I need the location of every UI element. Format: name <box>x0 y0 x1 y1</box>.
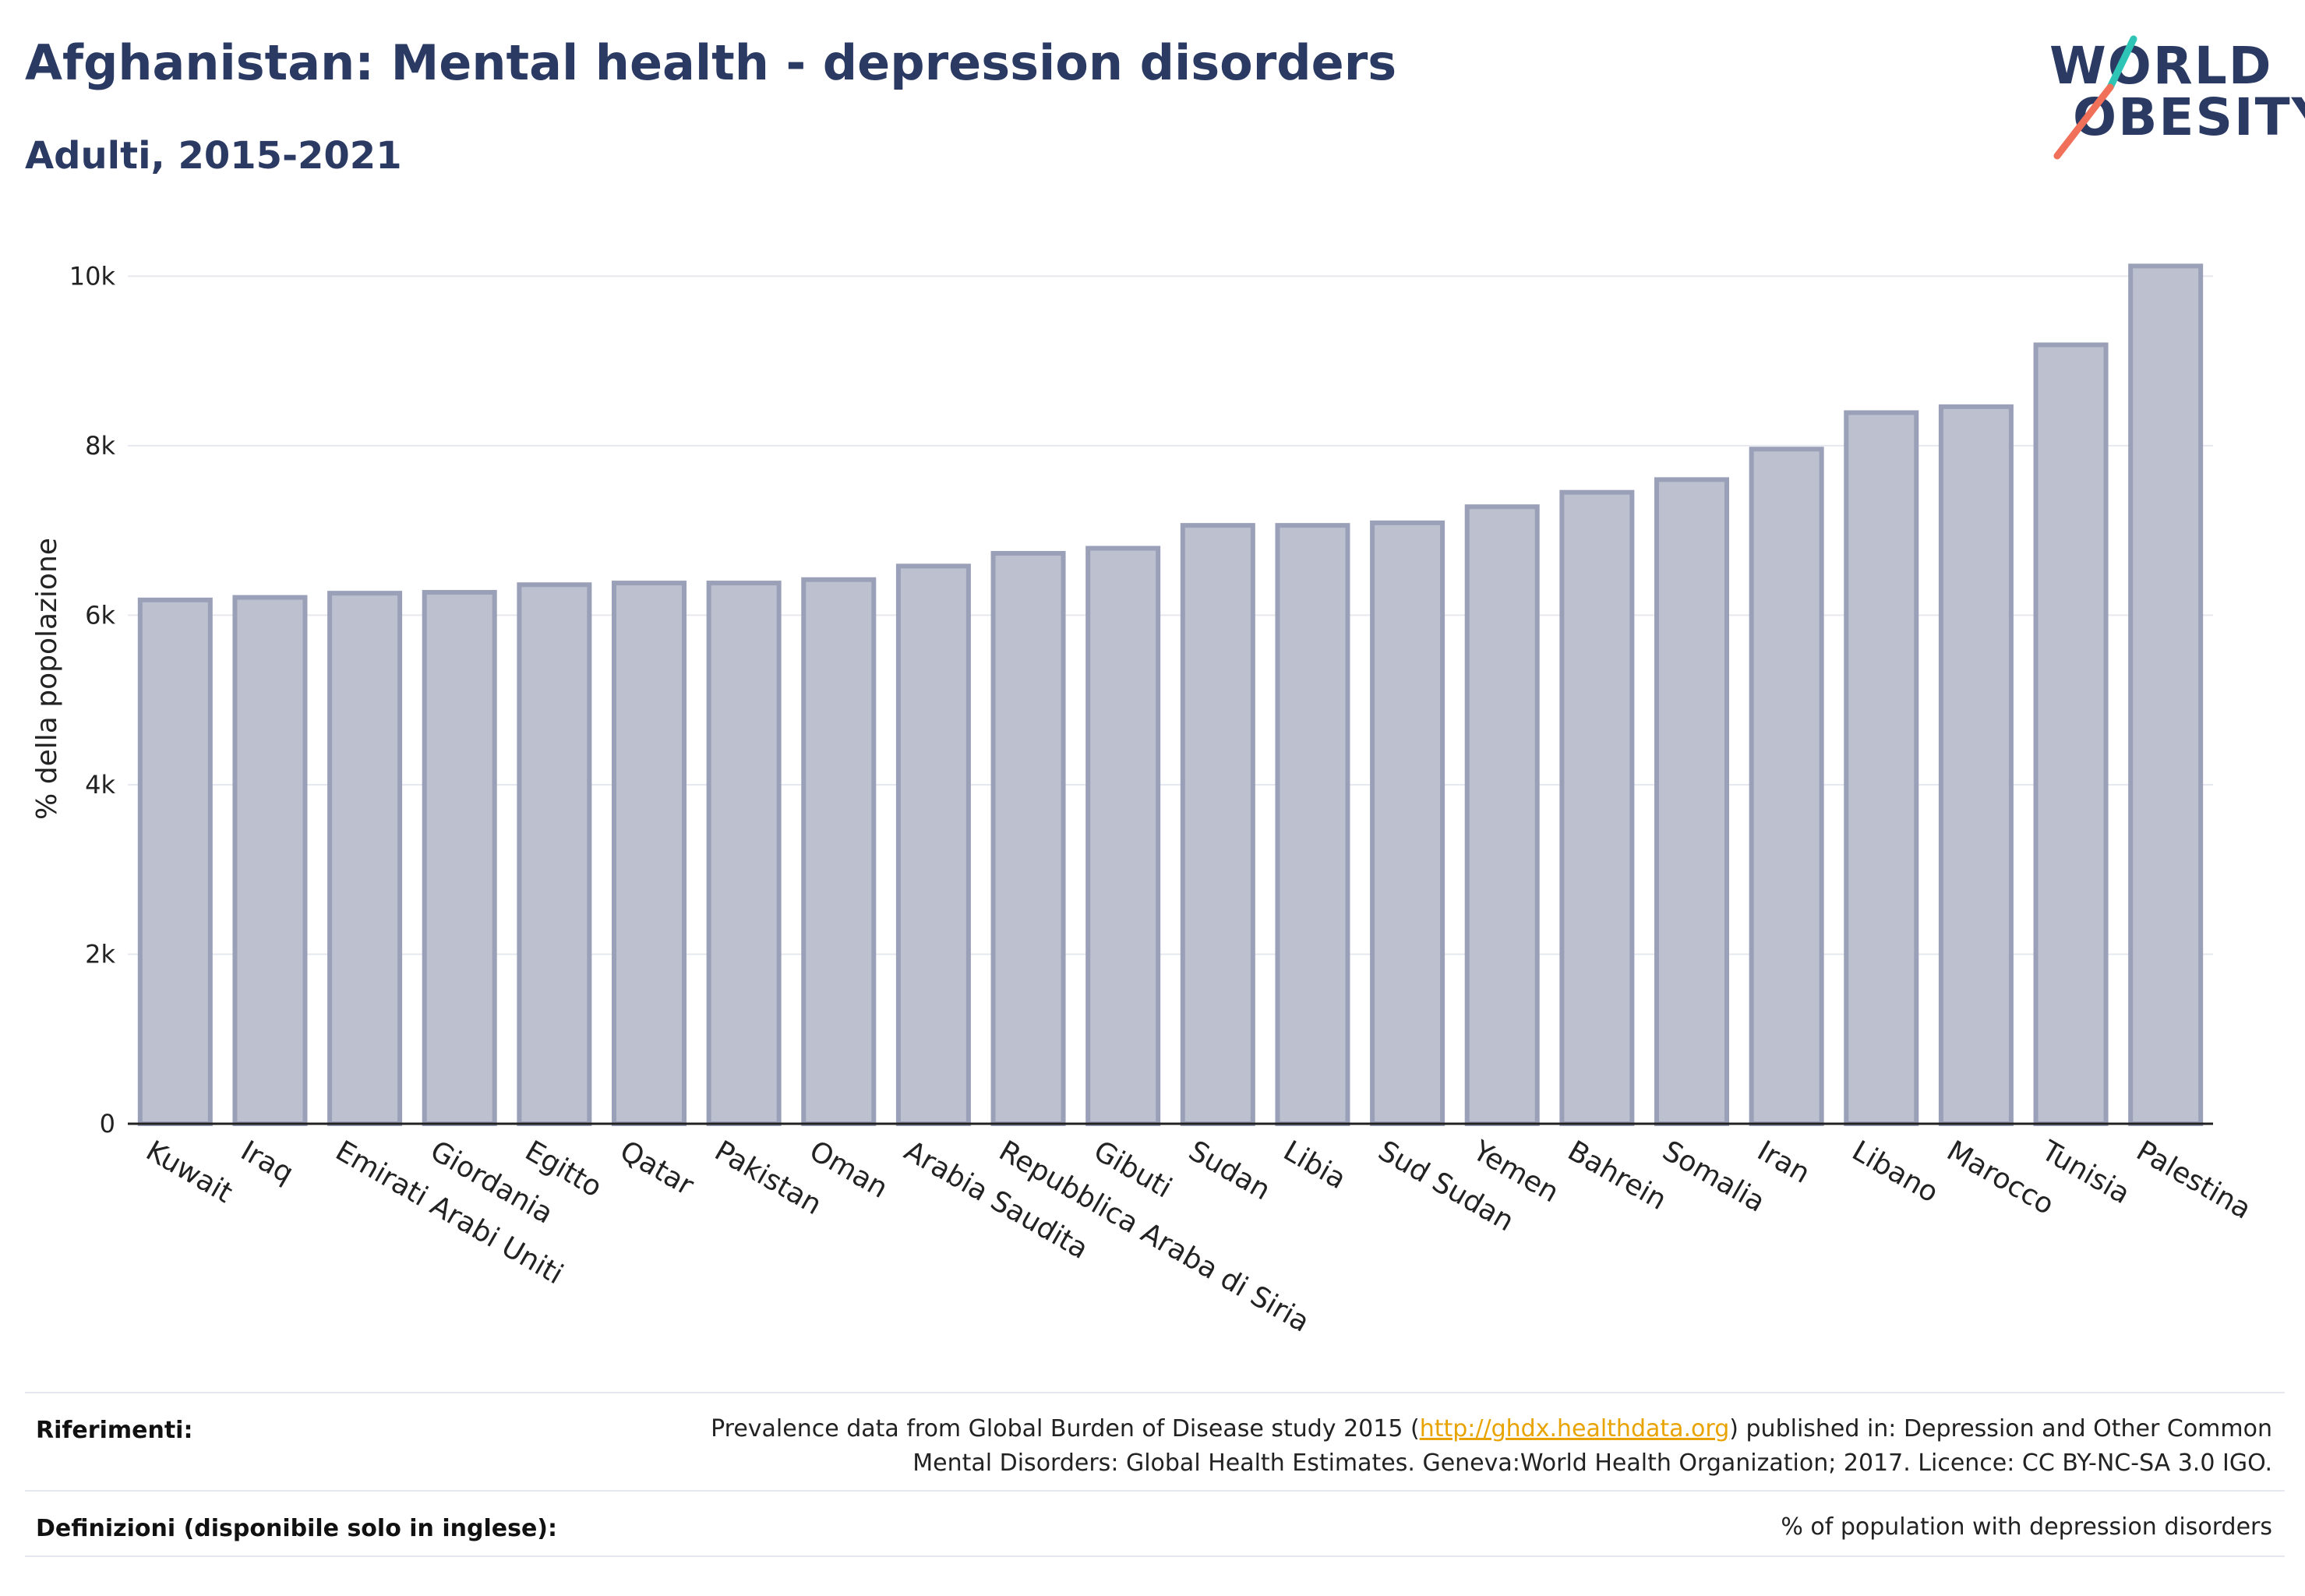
y-tick-label: 4k <box>85 770 115 800</box>
bar <box>1559 489 1635 1126</box>
chart-title: Afghanistan: Mental health - depression … <box>25 34 1397 91</box>
x-tick-label: Iran <box>1752 1135 1815 1190</box>
world-obesity-logo: WORLD OBESITY <box>2026 31 2305 171</box>
x-tick-label: Palestina <box>2131 1135 2257 1226</box>
x-tick-label: Marocco <box>1941 1135 2059 1221</box>
bar <box>1654 477 1730 1126</box>
logo-slash-icon <box>2053 35 2137 160</box>
bar <box>137 597 213 1126</box>
references-label: Riferimenti: <box>36 1417 193 1444</box>
y-tick-label: 8k <box>85 431 115 461</box>
bar <box>517 582 592 1126</box>
x-tick-label: Kuwait <box>140 1135 238 1209</box>
y-tick-label: 0 <box>100 1109 115 1139</box>
x-tick-label: Bahrein <box>1562 1135 1671 1216</box>
bar <box>706 581 782 1126</box>
bar <box>895 563 971 1126</box>
definitions-label: Definizioni (disponibile solo in inglese… <box>36 1515 557 1542</box>
footer-divider-top <box>25 1392 2285 1393</box>
bar <box>2128 263 2204 1127</box>
references-link[interactable]: http://ghdx.healthdata.org <box>1419 1415 1730 1442</box>
bar <box>2033 342 2109 1126</box>
footer-divider-bottom <box>25 1555 2285 1557</box>
x-tick-label: Somalia <box>1657 1135 1770 1219</box>
x-tick-label: Libia <box>1278 1135 1351 1195</box>
y-tick-label: 6k <box>85 600 115 630</box>
bar <box>327 591 403 1126</box>
definitions-text: % of population with depression disorder… <box>1781 1513 2272 1541</box>
bar <box>1749 447 1824 1126</box>
x-tick-label: Iraq <box>235 1135 298 1190</box>
y-axis-label: % della popolazione <box>31 538 63 820</box>
footer-divider-middle <box>25 1490 2285 1492</box>
bar <box>232 595 308 1126</box>
bar <box>990 551 1066 1126</box>
y-tick-label: 10k <box>69 261 116 291</box>
bar <box>1844 410 1919 1126</box>
x-tick-label: Sudan <box>1183 1135 1276 1206</box>
x-tick-label: Qatar <box>615 1135 699 1202</box>
references-text: Prevalence data from Global Burden of Di… <box>711 1412 2272 1481</box>
chart-subtitle: Adulti, 2015-2021 <box>25 134 402 178</box>
logo-line-2: OBESITY <box>2073 87 2305 147</box>
references-line-2: Mental Disorders: Global Health Estimate… <box>912 1449 2272 1477</box>
x-tick-label: Libano <box>1847 1135 1943 1209</box>
bar <box>422 590 497 1126</box>
bar <box>1180 523 1255 1126</box>
references-post: ) published in: Depression and Other Com… <box>1729 1415 2272 1442</box>
references-pre: Prevalence data from Global Burden of Di… <box>711 1415 1420 1442</box>
bar <box>1464 504 1540 1126</box>
y-tick-label: 2k <box>85 939 115 969</box>
bar <box>1085 546 1161 1126</box>
bar <box>1275 523 1350 1126</box>
logo-line-1: WORLD <box>2049 36 2273 96</box>
bar <box>801 577 877 1126</box>
bar <box>611 581 687 1126</box>
bar <box>1938 404 2014 1126</box>
bar <box>1370 520 1445 1126</box>
x-tick-label: Pakistan <box>709 1135 827 1221</box>
